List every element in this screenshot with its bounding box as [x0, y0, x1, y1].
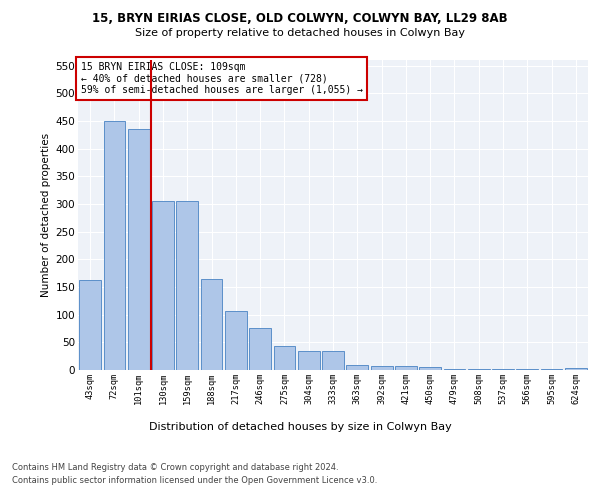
Bar [468, 369, 490, 370]
Y-axis label: Number of detached properties: Number of detached properties [41, 133, 52, 297]
Text: Size of property relative to detached houses in Colwyn Bay: Size of property relative to detached ho… [135, 28, 465, 38]
Text: Contains HM Land Registry data © Crown copyright and database right 2024.: Contains HM Land Registry data © Crown c… [12, 462, 338, 471]
Bar [517, 369, 538, 370]
Bar [79, 280, 101, 370]
Bar [492, 369, 514, 370]
Bar [128, 129, 149, 370]
Bar [395, 366, 417, 370]
Bar [225, 311, 247, 370]
Bar [176, 201, 198, 370]
Bar [274, 346, 295, 370]
Bar [346, 365, 368, 370]
Bar [419, 366, 441, 370]
Text: Contains public sector information licensed under the Open Government Licence v3: Contains public sector information licen… [12, 476, 377, 485]
Bar [200, 278, 223, 370]
Bar [152, 201, 174, 370]
Bar [298, 350, 320, 370]
Text: Distribution of detached houses by size in Colwyn Bay: Distribution of detached houses by size … [149, 422, 451, 432]
Bar [565, 368, 587, 370]
Bar [371, 366, 392, 370]
Bar [249, 328, 271, 370]
Bar [104, 121, 125, 370]
Text: 15, BRYN EIRIAS CLOSE, OLD COLWYN, COLWYN BAY, LL29 8AB: 15, BRYN EIRIAS CLOSE, OLD COLWYN, COLWY… [92, 12, 508, 26]
Bar [322, 350, 344, 370]
Text: 15 BRYN EIRIAS CLOSE: 109sqm
← 40% of detached houses are smaller (728)
59% of s: 15 BRYN EIRIAS CLOSE: 109sqm ← 40% of de… [80, 62, 362, 95]
Bar [443, 369, 466, 370]
